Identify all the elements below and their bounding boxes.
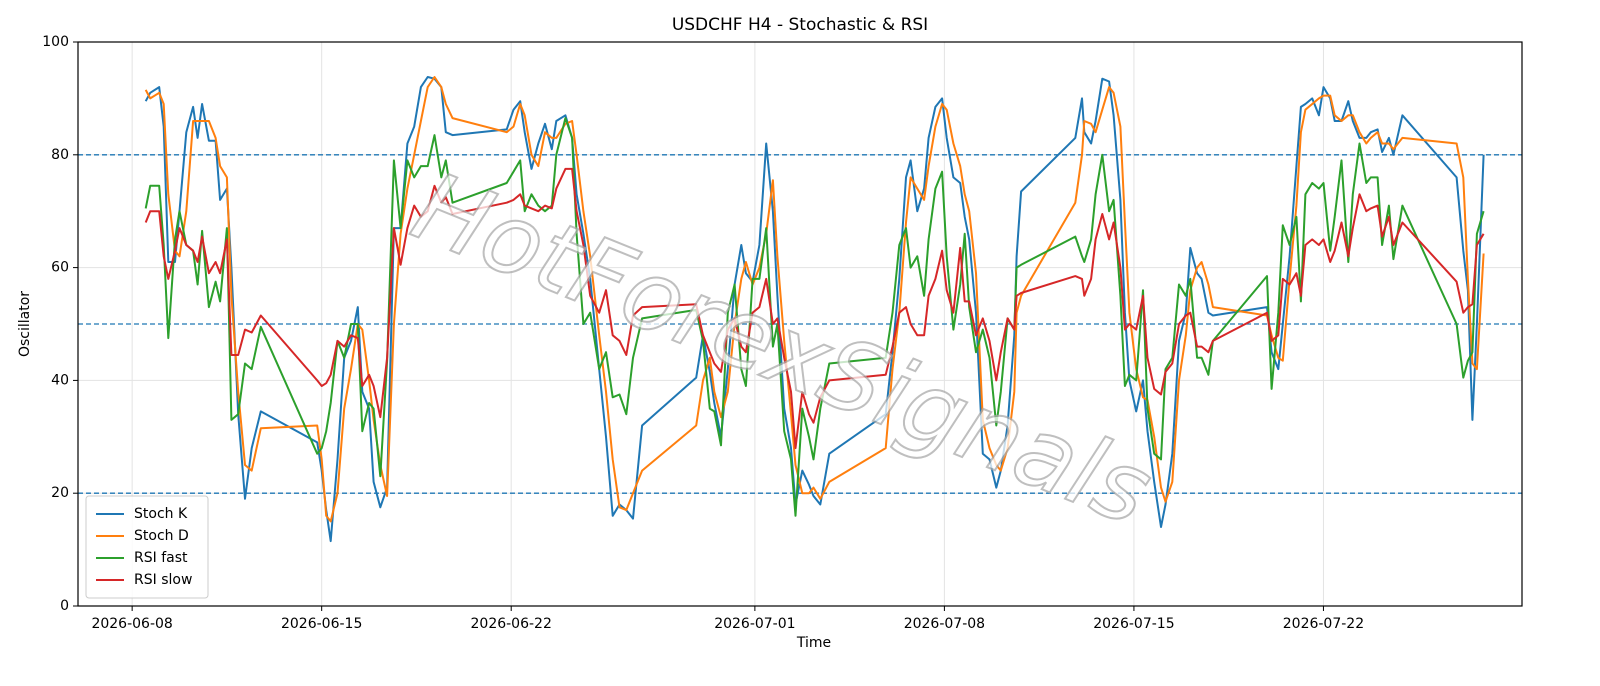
plot-area xyxy=(78,76,1522,543)
y-tick-label: 60 xyxy=(51,260,69,276)
y-tick-label: 20 xyxy=(51,485,69,501)
legend: Stoch K Stoch D RSI fast RSI slow xyxy=(85,495,209,599)
legend-label: RSI fast xyxy=(134,550,188,566)
x-tick-label: 2026-07-08 xyxy=(904,616,985,632)
series-line xyxy=(144,76,1485,543)
legend-label: Stoch D xyxy=(134,528,189,544)
series-line xyxy=(144,167,1485,450)
chart-title: USDCHF H4 - Stochastic & RSI xyxy=(672,15,928,35)
y-tick-label: 100 xyxy=(42,34,69,50)
x-tick-label: 2026-07-01 xyxy=(714,616,795,632)
x-tick-label: 2026-06-15 xyxy=(281,616,362,632)
y-tick-label: 0 xyxy=(60,598,69,614)
plot-frame xyxy=(77,41,1523,607)
x-tick-label: 2026-07-15 xyxy=(1093,616,1174,632)
series-line xyxy=(144,76,1485,523)
y-axis-label: Oscillator xyxy=(17,291,33,357)
x-tick-label: 2026-07-22 xyxy=(1283,616,1364,632)
x-tick-label: 2026-06-22 xyxy=(471,616,552,632)
legend-label: RSI slow xyxy=(134,572,192,588)
x-tick-label: 2026-06-08 xyxy=(91,616,172,632)
y-tick-label: 80 xyxy=(51,147,69,163)
legend-label: Stoch K xyxy=(134,506,188,522)
legend-box xyxy=(85,495,209,599)
x-axis-label: Time xyxy=(796,635,831,651)
y-tick-label: 40 xyxy=(51,372,69,388)
